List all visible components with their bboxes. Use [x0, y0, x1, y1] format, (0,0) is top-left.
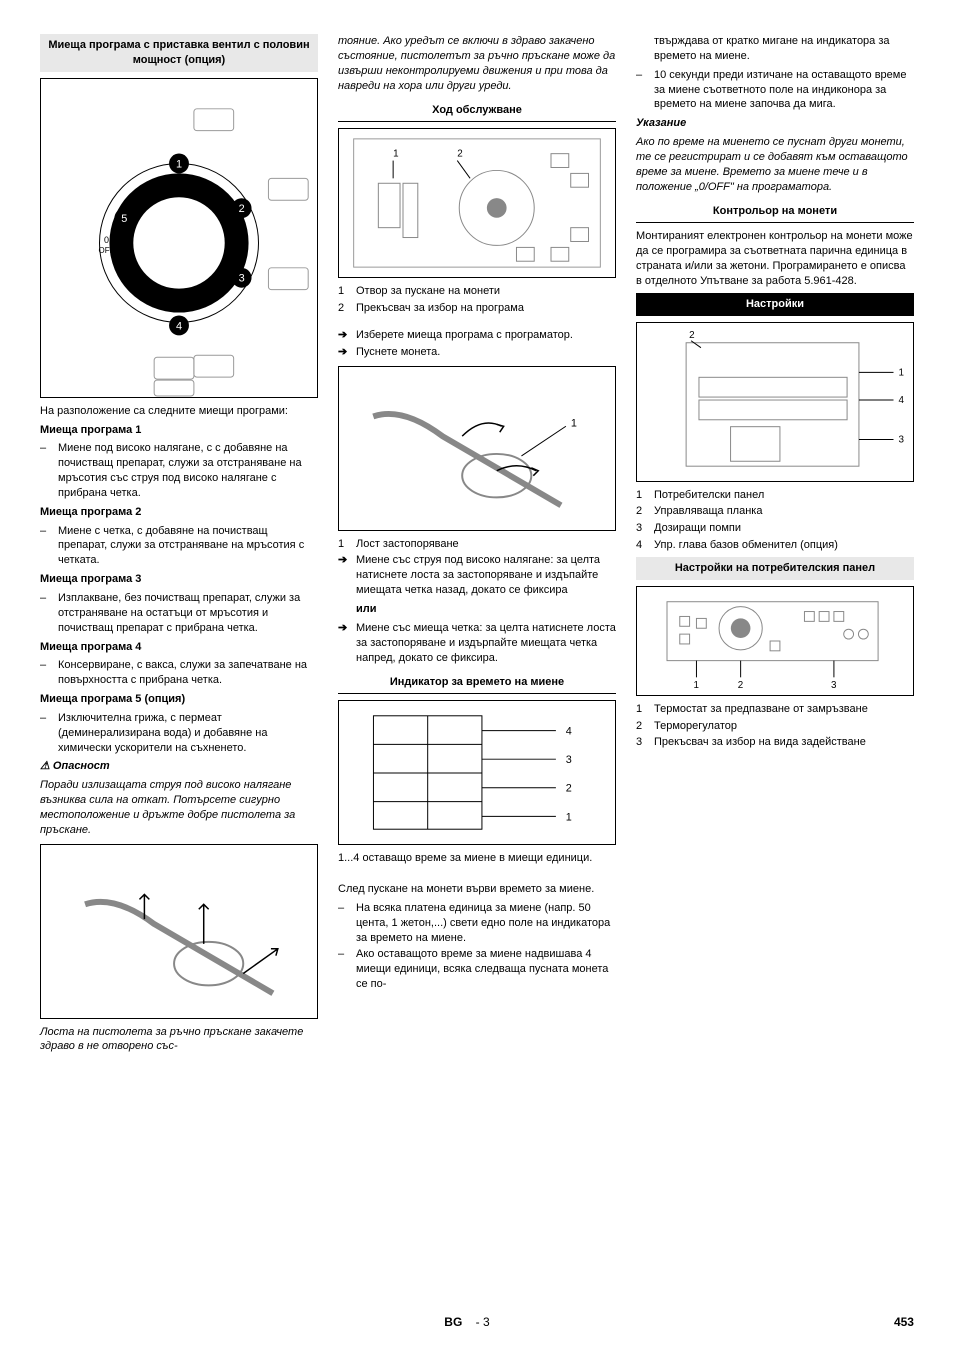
svg-text:3: 3	[566, 754, 572, 766]
programs-intro: На разположение са следните миещи програ…	[40, 404, 318, 419]
note-text: Ако по време на миенето се пуснат други …	[636, 135, 914, 194]
svg-text:2: 2	[738, 680, 743, 691]
svg-text:2: 2	[689, 329, 694, 340]
col2-cont: тояние. Ако уредът се включи в здраво за…	[338, 34, 616, 93]
svg-text:3: 3	[898, 434, 904, 445]
svg-text:3: 3	[831, 680, 837, 691]
prog1-desc: Миене под високо налягане, с с добавяне …	[58, 441, 318, 500]
lever-label: Лост застопоряване	[356, 537, 616, 552]
prog4-list: –Консервиране, с вакса, служи за запечат…	[40, 658, 318, 688]
program-valve-header: Миеща програма с приставка вентил с поло…	[40, 34, 318, 72]
user-panel-label: Потребителски панел	[654, 488, 914, 503]
svg-text:4: 4	[566, 726, 572, 738]
prog2-list: –Миене с четка, с добавяне на почистващ …	[40, 524, 318, 569]
time-note-1: На всяка платена единица за миене (напр.…	[356, 901, 616, 946]
footer-sub: - 3	[466, 1315, 490, 1329]
time-indicator-image: 4 3 2 1	[338, 700, 616, 845]
user-panel-settings-header: Настройки на потребителския панел	[636, 557, 914, 580]
program-switch-label: Прекъсвач за избор на програма	[356, 301, 616, 316]
col3-cont: твърждава от кратко мигане на индикатора…	[636, 34, 914, 64]
settings-panel-image: 2 1 4 3	[636, 322, 914, 482]
step-select-program: Изберете миеща програма с програматор.	[356, 328, 616, 343]
prog3-title: Миеща програма 3	[40, 572, 318, 587]
column-3: твърждава от кратко мигане на индикатора…	[636, 30, 914, 1058]
svg-text:1: 1	[176, 158, 182, 170]
coin-slot-label: Отвор за пускане на монети	[356, 284, 616, 299]
column-2: тояние. Ако уредът се включи в здраво за…	[338, 30, 616, 1058]
prog2-title: Миеща програма 2	[40, 505, 318, 520]
svg-text:2: 2	[566, 783, 572, 795]
step-brush-wash: Миене със миеща четка: за целта натиснет…	[356, 621, 616, 666]
actuation-switch-label: Прекъсвач за избор на вида задействане	[654, 735, 914, 750]
prog1-list: –Миене под високо налягане, с с добавяне…	[40, 441, 318, 500]
prog5-desc: Изключителна грижа, с пермеат (деминерал…	[58, 711, 318, 756]
step-insert-coin: Пуснете монета.	[356, 345, 616, 360]
panel-controls-image: 1 2 3	[636, 586, 914, 696]
svg-text:5: 5	[121, 213, 127, 225]
prog5-list: –Изключителна грижа, с пермеат (деминера…	[40, 711, 318, 756]
svg-text:OFF: OFF	[99, 246, 115, 255]
prog3-desc: Изплакване, без почистващ препарат, служ…	[58, 591, 318, 636]
svg-text:1: 1	[571, 417, 577, 429]
control-board-label: Управляваща планка	[654, 504, 914, 519]
svg-text:2: 2	[239, 203, 245, 215]
svg-text:2: 2	[457, 149, 462, 160]
dosing-pumps-label: Дозиращи помпи	[654, 521, 914, 536]
or-label: или	[338, 602, 616, 617]
exchanger-head-label: Упр. глава базов обменител (опция)	[654, 538, 914, 553]
svg-text:1: 1	[694, 680, 699, 691]
prog1-title: Миеща програма 1	[40, 423, 318, 438]
settings-header: Настройки	[636, 293, 914, 316]
prog3-list: –Изплакване, без почистващ препарат, слу…	[40, 591, 318, 636]
footer-page: 453	[894, 1314, 914, 1330]
prog4-desc: Консервиране, с вакса, служи за запечатв…	[58, 658, 318, 688]
program-dial-image: 5 1 2 3 4 0 OFF	[40, 78, 318, 398]
wash-time-header: Индикатор за времето на миене	[338, 671, 616, 694]
step-hp-wash: Миене със струя под високо налягане: за …	[356, 553, 616, 598]
svg-text:1: 1	[393, 149, 398, 160]
lever-image: 1	[338, 366, 616, 531]
svg-text:1: 1	[898, 367, 903, 378]
spray-gun-caption: Лоста на пистолета за ръчно пръскане зак…	[40, 1025, 318, 1055]
spray-gun-image	[40, 844, 318, 1019]
thermoregulator-label: Терморегулатор	[654, 719, 914, 734]
frost-thermostat-label: Термостат за предпазване от замръзване	[654, 702, 914, 717]
note-title: Указание	[636, 116, 914, 131]
svg-text:3: 3	[239, 272, 245, 284]
prog4-title: Миеща програма 4	[40, 640, 318, 655]
time-note-3: 10 секунди преди изтичане на оставащото …	[654, 68, 914, 113]
time-indicator-legend: 1...4 оставащо време за миене в миещи ед…	[338, 851, 616, 866]
svg-text:4: 4	[176, 320, 182, 332]
svg-text:0: 0	[104, 235, 109, 245]
danger-text: Поради излизащата струя под високо наляг…	[40, 778, 318, 837]
footer-lang: BG	[444, 1315, 462, 1329]
time-note-2: Ако оставащото време за миене надвишава …	[356, 947, 616, 992]
prog2-desc: Миене с четка, с добавяне на почистващ п…	[58, 524, 318, 569]
time-intro: След пускане на монети върви времето за …	[338, 882, 616, 897]
svg-text:4: 4	[898, 394, 904, 405]
column-1: Миеща програма с приставка вентил с поло…	[40, 30, 318, 1058]
operation-header: Ход обслужване	[338, 99, 616, 122]
danger-title: Опасност	[40, 759, 318, 774]
prog5-title: Миеща програма 5 (опция)	[40, 692, 318, 707]
coin-checker-header: Контрольор на монети	[636, 200, 914, 223]
svg-text:1: 1	[566, 812, 572, 824]
coin-panel-image: 1 2	[338, 128, 616, 278]
coin-checker-text: Монтираният електронен контрольор на мон…	[636, 229, 914, 288]
page-footer: BG - 3 453	[40, 1314, 914, 1330]
